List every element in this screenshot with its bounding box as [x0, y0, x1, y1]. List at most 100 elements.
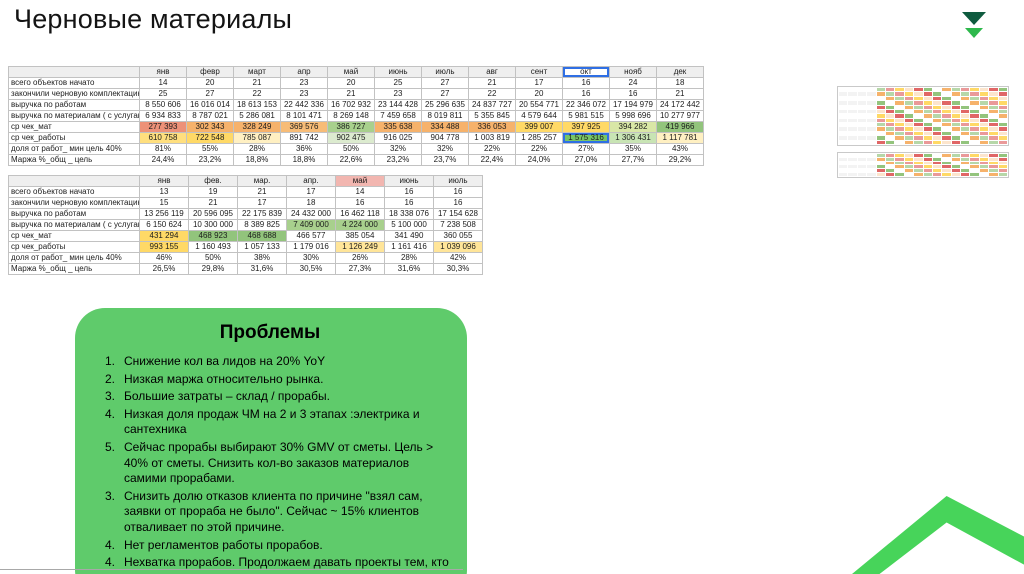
- thumbnail-cell: [951, 114, 961, 118]
- thumbnail-cell: [914, 154, 923, 157]
- thumbnail-cell: [904, 109, 914, 114]
- data-cell: 8 269 148: [327, 110, 375, 122]
- thumbnail-cell: [848, 165, 857, 169]
- problem-item: 3. Большие затраты – склад / прорабы.: [91, 389, 449, 405]
- thumbnail-cell: [923, 165, 932, 169]
- row-label: выручка по материалам ( с услугами): [8, 110, 140, 122]
- thumbnail-cell: [942, 127, 951, 131]
- problem-number: 5.: [104, 439, 115, 454]
- thumbnail-cell: [876, 123, 885, 127]
- thumbnail-cell: [942, 118, 951, 123]
- data-cell: 21: [468, 77, 516, 89]
- data-cell: 22: [468, 88, 516, 100]
- column-header: июнь: [374, 66, 422, 78]
- column-header: янв: [139, 175, 189, 187]
- data-cell: 17: [286, 186, 336, 198]
- thumbnail-cell: [914, 123, 923, 127]
- thumbnail-cell: [932, 131, 942, 136]
- thumbnail-cell: [989, 161, 998, 165]
- thumbnail-cell: [885, 140, 895, 144]
- row-label: ср чек_работы: [8, 132, 140, 144]
- thumbnail-cell: [932, 154, 942, 157]
- thumbnail-cell: [970, 88, 979, 92]
- column-header: дек: [656, 66, 704, 78]
- thumbnail-cell: [904, 140, 914, 144]
- thumbnail-cell: [998, 123, 1007, 127]
- data-cell: 27: [186, 88, 234, 100]
- column-header: авг: [468, 66, 516, 78]
- thumbnail-cell: [970, 101, 979, 105]
- data-cell: 36%: [280, 143, 328, 155]
- thumbnail-cell: [970, 92, 979, 96]
- thumbnail-cell: [885, 136, 895, 140]
- thumbnail-cell: [942, 157, 951, 161]
- thumbnail-cell: [942, 88, 951, 92]
- thumbnail-cell: [989, 165, 998, 169]
- thumbnail-cell: [867, 154, 876, 157]
- company-logo: [961, 12, 987, 38]
- thumbnail-cell: [857, 96, 867, 101]
- thumbnail-cell: [942, 92, 951, 96]
- thumbnail-cell: [970, 114, 979, 118]
- thumbnail-cell: [876, 109, 885, 114]
- thumbnail-cell: [885, 118, 895, 123]
- data-cell: 22,6%: [327, 154, 375, 166]
- thumbnail-cell: [867, 105, 876, 109]
- row-label: закончили черновую комплектацию: [8, 88, 140, 100]
- data-cell: 891 742: [280, 132, 328, 144]
- thumbnail-cell: [839, 131, 848, 136]
- data-cell: 1 285 257: [515, 132, 563, 144]
- thumbnail-cell: [848, 96, 857, 101]
- data-cell: 1 160 493: [188, 241, 238, 253]
- thumbnail-cell: [942, 136, 951, 140]
- thumbnail-cell: [951, 154, 961, 157]
- thumbnail-cell: [951, 157, 961, 161]
- thumbnail-cell: [895, 123, 904, 127]
- data-cell: 8 787 021: [186, 110, 234, 122]
- thumbnail-cell: [961, 127, 970, 131]
- thumbnail-cell: [951, 131, 961, 136]
- data-cell: 28%: [233, 143, 281, 155]
- thumbnail-cell: [932, 140, 942, 144]
- thumbnail-cell: [989, 114, 998, 118]
- problem-text: Низкая доля продаж ЧМ на 2 и 3 этапах :э…: [124, 406, 420, 437]
- thumbnail-cell: [895, 136, 904, 140]
- column-header: мар.: [237, 175, 287, 187]
- problem-item: 4. Нехватка прорабов. Продолжаем давать п…: [91, 555, 449, 574]
- thumbnail-cell: [904, 105, 914, 109]
- thumbnail-cell: [904, 136, 914, 140]
- data-cell: 42%: [433, 252, 483, 264]
- thumbnail-cell: [961, 165, 970, 169]
- data-cell: 1 039 096: [433, 241, 483, 253]
- thumbnail-cell: [923, 169, 932, 173]
- data-cell: 23 144 428: [374, 99, 422, 111]
- thumbnail-cell: [942, 96, 951, 101]
- data-cell: 7 459 658: [374, 110, 422, 122]
- problem-item: 1. Снижение кол ва лидов на 20% YoY: [91, 354, 449, 370]
- thumbnail-cell: [942, 165, 951, 169]
- column-header: янв: [139, 66, 187, 78]
- data-cell: 27%: [562, 143, 610, 155]
- data-cell: 336 053: [468, 121, 516, 133]
- thumbnail-cell: [904, 165, 914, 169]
- data-cell: 31,6%: [384, 263, 434, 275]
- thumbnail-cell: [970, 131, 979, 136]
- thumbnail-cell: [876, 88, 885, 92]
- monthly-metrics-table-year1: янв февр март апр май июнь июль авг сент окт нояб д…: [8, 66, 704, 166]
- row-label: ср чек_мат: [8, 121, 140, 133]
- thumbnail-cell: [914, 101, 923, 105]
- thumbnail-cell: [989, 109, 998, 114]
- thumbnail-cell: [867, 131, 876, 136]
- thumbnail-cell: [904, 169, 914, 173]
- thumbnail-cell: [923, 114, 932, 118]
- thumbnail-cell: [979, 173, 989, 176]
- problem-number: 1.: [104, 354, 115, 368]
- thumbnail-cell: [876, 131, 885, 136]
- thumbnail-cell: [876, 118, 885, 123]
- data-cell: 7 409 000: [286, 219, 336, 231]
- data-cell: 25: [139, 88, 187, 100]
- thumbnail-cell: [998, 169, 1007, 173]
- data-cell: 25: [374, 77, 422, 89]
- thumbnail-cell: [998, 161, 1007, 165]
- thumbnail-cell: [839, 105, 848, 109]
